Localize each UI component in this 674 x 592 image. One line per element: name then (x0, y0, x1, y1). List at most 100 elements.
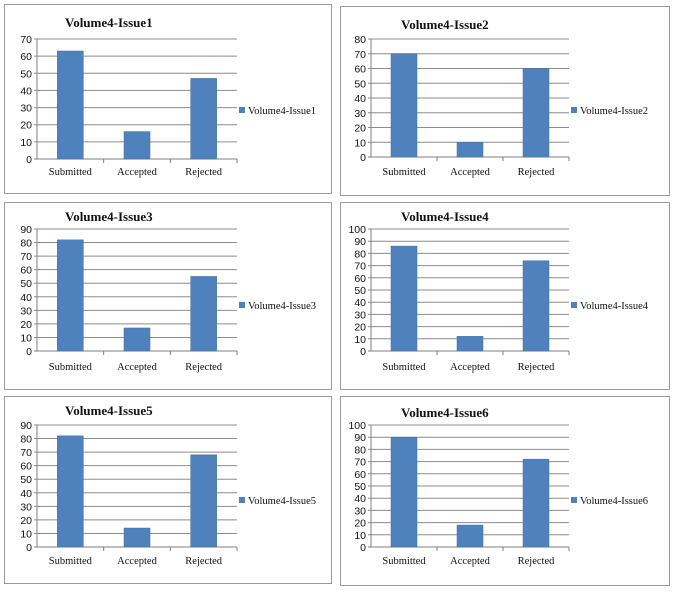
y-tick-label: 10 (20, 332, 32, 344)
y-tick-label: 80 (20, 238, 32, 250)
bar-chart-1: Volume4-Issue1 0 10 20 30 40 50 60 70 Submitted Ac… (20, 15, 316, 178)
y-tick-label: 10 (20, 528, 32, 540)
chart-title: Volume4-Issue2 (401, 17, 489, 32)
legend-swatch (239, 107, 245, 113)
x-tick-label: Accepted (450, 362, 490, 373)
y-tick-label: 20 (20, 120, 32, 132)
x-tick-label: Accepted (117, 362, 157, 373)
y-tick-label: 80 (354, 444, 366, 456)
y-tick-label: 40 (354, 493, 366, 505)
y-tick-label: 30 (20, 501, 32, 513)
x-tick-label: Rejected (518, 167, 555, 178)
x-tick-label: Rejected (185, 362, 222, 373)
y-tick-label: 70 (20, 251, 32, 263)
bar-accepted (456, 142, 484, 158)
bar-accepted (456, 524, 484, 548)
y-tick-label: 30 (20, 103, 32, 115)
y-tick-label: 40 (354, 93, 366, 105)
y-tick-label: 10 (354, 334, 366, 346)
chart-title: Volume4-Issue6 (401, 405, 489, 420)
legend-label: Volume4-Issue6 (580, 496, 648, 507)
y-tick-label: 50 (354, 285, 366, 297)
chart-title: Volume4-Issue3 (65, 209, 153, 224)
y-tick-label: 90 (20, 224, 32, 236)
chart-panel-5: Volume4-Issue5 0 10 20 30 40 50 60 70 80 90 Submitt… (4, 396, 332, 584)
x-tick-label: Rejected (518, 362, 555, 373)
y-tick-label: 20 (354, 322, 366, 334)
y-tick-label: 60 (354, 64, 366, 76)
legend-label: Volume4-Issue4 (580, 301, 649, 312)
y-tick-label: 0 (26, 346, 32, 358)
chart-panel-6: Volume4-Issue6 0 10 20 30 40 50 60 70 80 90 100 Subm… (340, 396, 670, 586)
y-tick-label: 0 (26, 154, 32, 166)
y-tick-label: 90 (354, 432, 366, 444)
y-tick-label: 70 (354, 457, 366, 469)
legend-label: Volume4-Issue2 (580, 106, 648, 117)
x-tick-label: Submitted (382, 362, 426, 373)
y-tick-label: 70 (20, 34, 32, 46)
y-tick-label: 50 (354, 78, 366, 90)
x-tick-label: Submitted (49, 556, 93, 567)
bar-rejected (190, 454, 217, 548)
y-tick-label: 70 (354, 261, 366, 273)
bar-submitted (57, 50, 84, 160)
chart-title: Volume4-Issue5 (65, 403, 153, 418)
legend-swatch (239, 302, 245, 308)
y-tick-label: 30 (354, 309, 366, 321)
x-tick-label: Rejected (185, 556, 222, 567)
x-tick-label: Rejected (518, 556, 555, 567)
y-tick-label: 100 (348, 420, 366, 432)
bar-chart-2: Volume4-Issue2 0 10 20 30 40 50 60 70 80 Submitted… (354, 17, 648, 178)
bar-rejected (190, 78, 217, 160)
y-tick-label: 60 (20, 461, 32, 473)
y-tick-label: 50 (20, 68, 32, 80)
bar-submitted (57, 435, 84, 548)
y-tick-label: 90 (354, 236, 366, 248)
x-tick-label: Accepted (117, 556, 157, 567)
bar-accepted (456, 336, 484, 352)
legend-swatch (571, 497, 577, 503)
legend-swatch (239, 497, 245, 503)
y-tick-label: 20 (20, 515, 32, 527)
legend-label: Volume4-Issue1 (248, 106, 316, 117)
bar-submitted (390, 436, 418, 548)
chart-panel-1: Volume4-Issue1 0 10 20 30 40 50 60 70 Submitted Ac… (4, 4, 332, 194)
y-tick-label: 50 (20, 474, 32, 486)
x-tick-label: Submitted (49, 167, 93, 178)
x-tick-label: Accepted (117, 167, 157, 178)
y-tick-label: 0 (360, 346, 366, 358)
y-tick-label: 0 (360, 152, 366, 164)
x-tick-label: Rejected (185, 167, 222, 178)
y-tick-label: 50 (20, 278, 32, 290)
y-tick-label: 10 (354, 530, 366, 542)
y-tick-label: 40 (20, 85, 32, 97)
legend-swatch (571, 107, 577, 113)
x-tick-label: Accepted (450, 167, 490, 178)
chart-title: Volume4-Issue1 (65, 15, 153, 30)
y-tick-label: 20 (354, 518, 366, 530)
bar-rejected (190, 276, 217, 352)
chart-panel-2: Volume4-Issue2 0 10 20 30 40 50 60 70 80 Submitted… (340, 6, 670, 196)
y-tick-label: 30 (20, 305, 32, 317)
y-tick-label: 80 (354, 248, 366, 260)
y-tick-label: 10 (354, 137, 366, 149)
bar-submitted (390, 245, 418, 352)
y-tick-label: 0 (360, 542, 366, 554)
bar-accepted (123, 327, 151, 352)
x-tick-label: Submitted (382, 167, 426, 178)
legend-label: Volume4-Issue3 (248, 301, 316, 312)
chart-panel-4: Volume4-Issue4 0 10 20 30 40 50 60 70 80 90 100 Subm… (340, 202, 670, 390)
chart-panel-3: Volume4-Issue3 0 10 20 30 40 50 60 70 80 90 Submitt… (4, 202, 332, 390)
y-tick-label: 70 (354, 49, 366, 61)
y-tick-label: 20 (20, 319, 32, 331)
bar-rejected (522, 458, 550, 548)
y-tick-label: 0 (26, 542, 32, 554)
y-tick-label: 60 (354, 273, 366, 285)
y-tick-label: 10 (20, 137, 32, 149)
y-tick-label: 40 (20, 488, 32, 500)
legend-swatch (571, 302, 577, 308)
y-tick-label: 20 (354, 123, 366, 135)
